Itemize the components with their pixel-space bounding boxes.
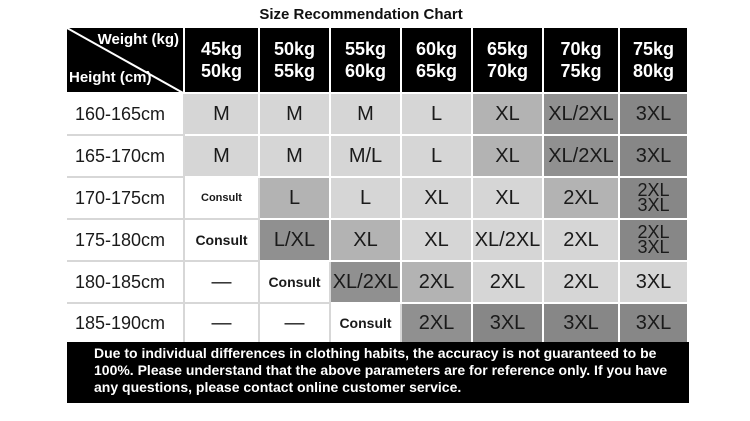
stacked-size-cell: 2XL 3XL [620,220,689,262]
size-cell: L [260,178,331,220]
size-cell: 2XL [402,304,473,344]
size-cell: L [331,178,402,220]
weight-column-header: 50kg 55kg [260,28,331,94]
size-cell: XL [473,94,544,136]
weight-column-header: 45kg 50kg [185,28,260,94]
consult-cell: Consult [185,178,260,220]
size-cell: 3XL [473,304,544,344]
size-cell: 3XL [544,304,620,344]
weight-column-header: 70kg 75kg [544,28,620,94]
weight-column-header: 65kg 70kg [473,28,544,94]
disclaimer-note: Due to individual differences in clothin… [67,342,689,403]
height-axis-label: Height (cm) [69,69,152,86]
size-cell: XL/2XL [473,220,544,262]
height-row-header: 185-190cm [67,304,185,344]
size-cell: 3XL [620,94,689,136]
corner-header: Weight (kg) Height (cm) [67,28,185,94]
height-row-header: 165-170cm [67,136,185,178]
consult-cell: Consult [260,262,331,304]
size-cell: — [185,262,260,304]
consult-cell: Consult [185,220,260,262]
size-cell: 2XL [473,262,544,304]
size-cell: 2XL [544,262,620,304]
size-cell: XL [473,178,544,220]
weight-column-header: 75kg 80kg [620,28,689,94]
height-row-header: 170-175cm [67,178,185,220]
consult-cell: Consult [331,304,402,344]
size-cell: XL [331,220,402,262]
size-cell: L/XL [260,220,331,262]
size-cell: M [185,136,260,178]
size-cell: XL [402,220,473,262]
size-table: Weight (kg) Height (cm) 45kg 50kg 50kg 55k… [67,28,689,344]
size-cell: XL/2XL [331,262,402,304]
size-cell: 3XL [620,262,689,304]
size-cell: XL/2XL [544,94,620,136]
weight-column-header: 60kg 65kg [402,28,473,94]
size-cell: XL/2XL [544,136,620,178]
size-cell: 2XL [544,178,620,220]
size-cell: M [331,94,402,136]
height-row-header: 175-180cm [67,220,185,262]
size-cell: 2XL [402,262,473,304]
height-row-header: 160-165cm [67,94,185,136]
size-cell: M/L [331,136,402,178]
diagonal-divider [67,28,183,92]
chart-title: Size Recommendation Chart [259,6,463,23]
size-cell: XL [473,136,544,178]
size-cell: 3XL [620,304,689,344]
size-cell: M [185,94,260,136]
stacked-size-cell: 2XL 3XL [620,178,689,220]
size-cell: 3XL [620,136,689,178]
size-cell: XL [402,178,473,220]
size-cell: L [402,136,473,178]
size-cell: 2XL [544,220,620,262]
size-cell: M [260,94,331,136]
size-cell: — [260,304,331,344]
size-cell: — [185,304,260,344]
height-row-header: 180-185cm [67,262,185,304]
size-cell: L [402,94,473,136]
weight-column-header: 55kg 60kg [331,28,402,94]
size-cell: M [260,136,331,178]
weight-axis-label: Weight (kg) [97,31,179,48]
